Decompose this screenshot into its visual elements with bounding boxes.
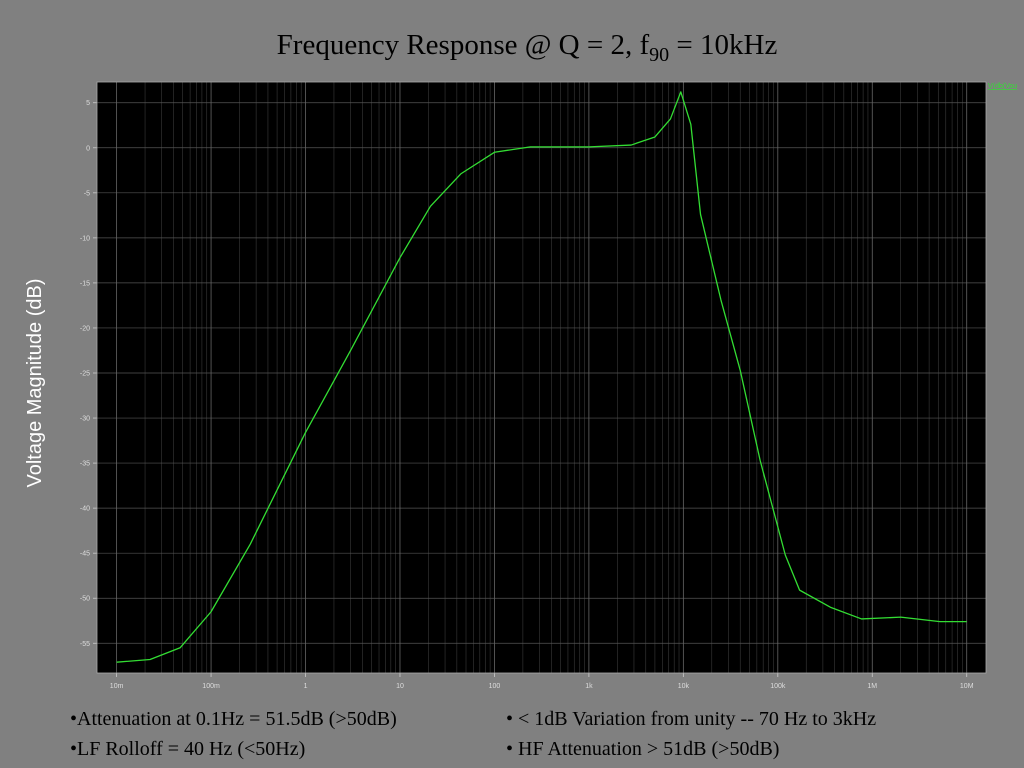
x-tick-label: 10k <box>678 683 690 690</box>
x-tick-label: 100k <box>770 683 786 690</box>
y-tick-label: 5 <box>86 100 90 107</box>
annotation: •LF Rolloff = 40 Hz (<50Hz) <box>70 738 305 760</box>
title-suffix: = 10kHz <box>669 29 777 61</box>
x-tick-label: 100 <box>489 683 501 690</box>
title-subscript: 90 <box>649 44 669 66</box>
y-tick-label: 0 <box>86 145 90 152</box>
title-main: Frequency Response @ Q = 2, f <box>277 29 650 61</box>
y-tick-label: -15 <box>80 280 90 287</box>
chart-title: Frequency Response @ Q = 2, f90 = 10kHz <box>277 29 778 66</box>
x-tick-label: 10m <box>110 683 124 690</box>
series-line <box>116 91 967 663</box>
x-tick-label: 1k <box>585 683 593 690</box>
y-tick-label: -20 <box>80 325 90 332</box>
plot-frame <box>96 81 987 674</box>
y-axis-label: Voltage Magnitude (dB) <box>24 278 46 487</box>
annotation: • < 1dB Variation from unity -- 70 Hz to… <box>506 708 876 730</box>
y-tick-label: -55 <box>80 641 90 648</box>
y-tick-label: -25 <box>80 370 90 377</box>
y-tick-label: -35 <box>80 461 90 468</box>
x-tick-label: 10M <box>960 683 974 690</box>
y-tick-label: -30 <box>80 416 90 423</box>
legend-label: V(db(Vou <box>988 83 1017 90</box>
y-tick-label: -5 <box>84 190 90 197</box>
y-tick-label: -50 <box>80 596 90 603</box>
y-tick-label: -10 <box>80 235 90 242</box>
y-tick-label: -45 <box>80 551 90 558</box>
y-tick-label: -40 <box>80 506 90 513</box>
x-tick-label: 1M <box>867 683 877 690</box>
x-tick-label: 1 <box>304 683 308 690</box>
annotation: • HF Attenuation > 51dB (>50dB) <box>506 738 779 760</box>
x-tick-label: 10 <box>396 683 404 690</box>
plot-area <box>97 82 986 673</box>
x-tick-label: 100m <box>202 683 220 690</box>
annotation: •Attenuation at 0.1Hz = 51.5dB (>50dB) <box>70 708 397 730</box>
